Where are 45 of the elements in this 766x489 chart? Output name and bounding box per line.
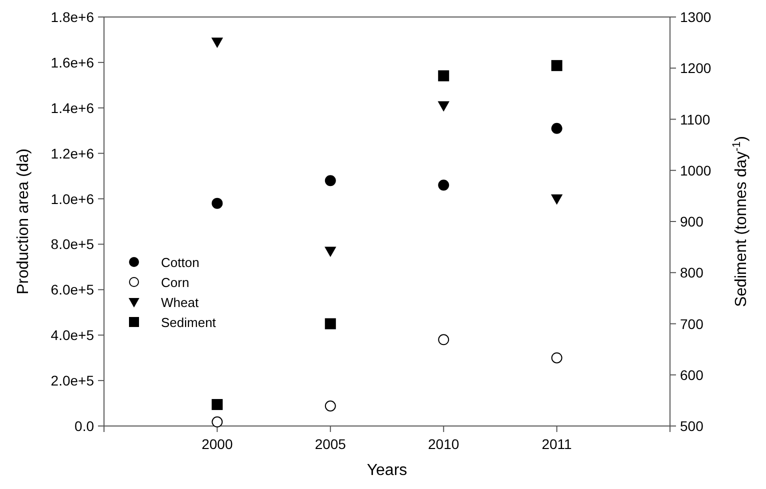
y-tick-label: 6.0e+5 [50, 282, 94, 298]
point [551, 194, 562, 204]
y2-tick-label: 1300 [680, 9, 712, 25]
y2-tick-label: 500 [680, 418, 704, 434]
y-tick-label: 1.2e+6 [50, 145, 94, 162]
y-tick-label: 1.4e+6 [50, 100, 94, 116]
x-tick-label: 2005 [314, 436, 346, 452]
point [324, 400, 336, 412]
y-tick-label: 1.6e+6 [50, 54, 94, 70]
y2-tick-label: 1200 [680, 60, 712, 76]
y2-tick-label: 700 [680, 316, 704, 332]
point [438, 101, 450, 112]
legend-label: Cotton [161, 255, 200, 270]
point [212, 38, 223, 48]
y-tick-label: 1.8e+6 [50, 9, 94, 25]
x-tick-label: 2010 [428, 436, 460, 452]
y-tick-label: 8.0e+5 [50, 236, 94, 252]
point [551, 352, 562, 364]
point [324, 246, 336, 257]
y-axis-title: Production area (da) [15, 148, 32, 294]
y2-tick-label: 800 [680, 264, 704, 281]
legend-label: Wheat [161, 295, 199, 310]
point [551, 122, 562, 134]
point [212, 399, 223, 410]
legend-label: Corn [161, 275, 190, 290]
x-tick-label: 2011 [542, 436, 572, 452]
point [212, 198, 223, 209]
point [551, 60, 562, 72]
point [438, 70, 450, 82]
legend-label: Sediment [161, 315, 216, 330]
y-tick-label: 0.0 [74, 418, 94, 434]
x-tick-label: 2000 [202, 436, 233, 452]
point [324, 175, 336, 186]
y2-tick-label: 600 [680, 366, 704, 383]
point [438, 334, 450, 346]
y2-tick-label: 1100 [680, 111, 710, 128]
y2-tick-label: 1000 [680, 162, 712, 178]
point [324, 318, 336, 330]
y-tick-label: 4.0e+5 [50, 327, 94, 344]
y-tick-label: 2.0e+5 [50, 372, 94, 389]
y2-tick-label: 900 [680, 214, 704, 230]
point [438, 180, 450, 191]
y-tick-label: 1.0e+6 [50, 190, 94, 207]
point [212, 416, 223, 428]
x-axis-title: Years [366, 462, 408, 479]
